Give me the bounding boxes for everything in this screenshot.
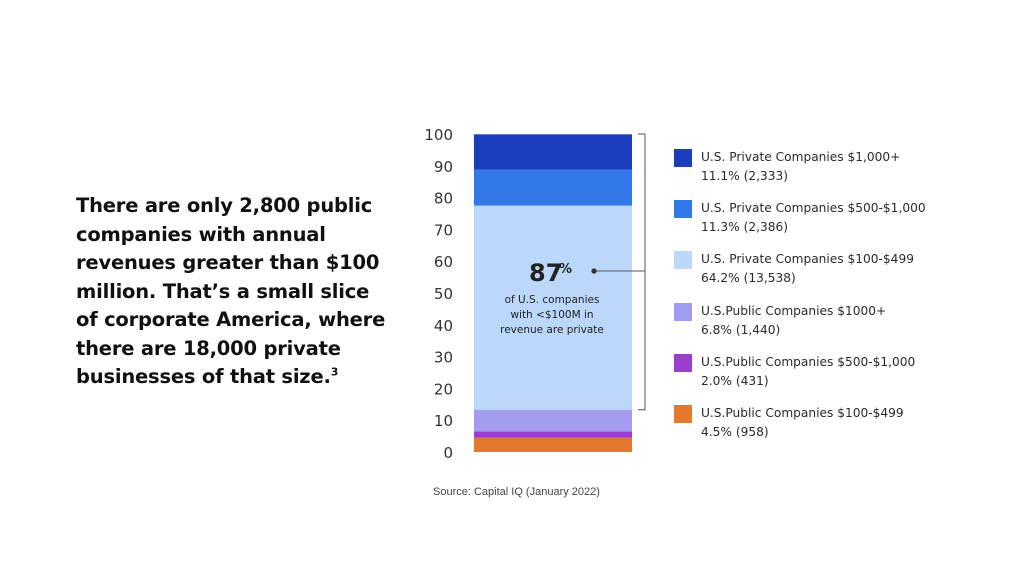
legend-series-value: 6.8% (1,440): [701, 322, 781, 337]
private-bracket: [638, 133, 646, 411]
legend-series-name: U.S. Private Companies $1,000+: [701, 150, 901, 164]
y-tick-label: 0: [443, 444, 453, 462]
y-tick-label: 100: [424, 126, 453, 144]
legend-text: U.S.Public Companies $1000+ 6.8% (1,440): [701, 302, 886, 340]
annotation-dot: [591, 268, 597, 274]
legend-swatch: [674, 405, 692, 423]
y-tick-label: 90: [434, 158, 453, 176]
legend-series-name: U.S. Private Companies $100-$499: [701, 252, 914, 267]
headline-footnote: 3: [330, 365, 339, 379]
source-note: Source: Capital IQ (January 2022): [433, 486, 600, 498]
y-tick-label: 30: [434, 349, 453, 367]
bar-segment: [474, 409, 632, 432]
legend-series-value: 11.3% (2,386): [701, 220, 788, 235]
headline: There are only 2,800 public companies wi…: [76, 192, 396, 392]
annotation-big-number: 87: [529, 259, 562, 287]
y-tick-label: 70: [434, 221, 453, 239]
y-tick-label: 40: [434, 317, 453, 335]
headline-text: There are only 2,800 public companies wi…: [76, 194, 386, 388]
legend-series-name: U.S.Public Companies $500-$1,000: [701, 354, 916, 369]
bar-segment: [474, 205, 632, 410]
legend-swatch: [674, 200, 692, 219]
legend-series-name: U.S. Private Companies $500-$1,000: [701, 201, 926, 216]
legend-text: U.S.Public Companies $100-$499 4.5% (958): [701, 404, 904, 442]
y-tick-label: 60: [434, 253, 453, 271]
legend-swatch: [674, 251, 692, 270]
legend-series-value: 4.5% (958): [701, 425, 769, 439]
legend-swatch: [674, 353, 692, 372]
bar-segment: [474, 437, 632, 452]
y-tick-label: 10: [434, 412, 453, 430]
legend-swatch: [674, 302, 692, 321]
bar-segment: [474, 169, 632, 206]
legend-text: U.S. Private Companies $100-$499 64.2% (1…: [701, 250, 914, 288]
legend-series-value: 64.2% (13,538): [701, 271, 796, 286]
bar-segment: [474, 134, 632, 170]
annotation-line: revenue are private: [500, 324, 604, 336]
y-tick-label: 20: [434, 380, 453, 398]
y-tick-label: 80: [434, 190, 453, 208]
legend-text: U.S.Public Companies $500-$1,000 2.0% (43…: [701, 353, 915, 391]
legend-series-name: U.S.Public Companies $1000+: [701, 303, 887, 318]
legend-series-value: 2.0% (431): [701, 373, 769, 388]
legend-series-value: 11.1% (2,333): [701, 169, 788, 183]
legend-text: U.S. Private Companies $500-$1,000 11.3% …: [701, 199, 926, 237]
legend-swatch: [674, 149, 692, 167]
annotation-line: of U.S. companies: [505, 294, 600, 306]
legend-series-name: U.S.Public Companies $100-$499: [701, 406, 904, 420]
legend-text: U.S. Private Companies $1,000+ 11.1% (2,3…: [701, 148, 900, 186]
annotation-line: with <$100M in: [510, 309, 593, 321]
y-tick-label: 50: [434, 285, 453, 303]
bar-segment: [474, 431, 632, 438]
annotation-percent-sign: %: [559, 262, 572, 277]
